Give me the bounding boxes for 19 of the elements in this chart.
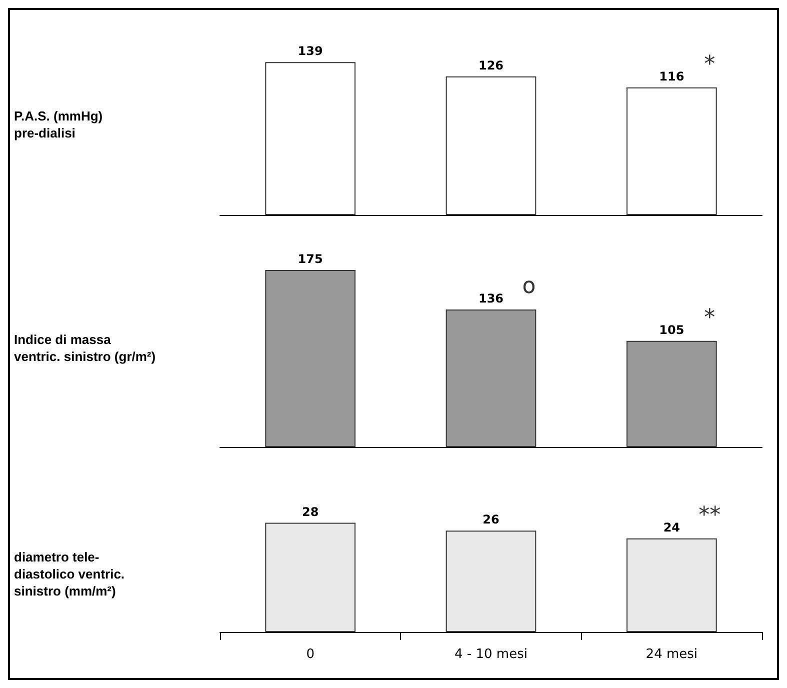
data-label: 139 — [298, 44, 323, 58]
annotation: o — [522, 274, 536, 299]
y-axis-title: Indice di massa ventric. sinistro (gr/m²) — [14, 332, 156, 364]
annotation: ** — [698, 502, 721, 528]
y-axis-title: diametro tele- diastolico ventric. sinistro (mm/m²) — [14, 550, 125, 598]
annotation: * — [704, 305, 716, 330]
data-label: 26 — [482, 512, 500, 527]
data-label: 126 — [478, 58, 504, 72]
y-axis-title: P.A.S. (mmHg) pre-dialisi — [14, 108, 103, 140]
data-label: 28 — [302, 504, 319, 519]
x-tick-label: 4 - 10 mesi — [454, 647, 528, 662]
x-tick-label: 0 — [306, 647, 314, 662]
data-label: 105 — [659, 322, 684, 337]
data-label: 136 — [478, 291, 504, 306]
data-label: 175 — [298, 252, 323, 266]
annotation: * — [704, 52, 716, 77]
x-tick-label: 24 mesi — [646, 647, 698, 662]
data-label: 24 — [663, 520, 680, 534]
data-label: 116 — [659, 69, 684, 84]
